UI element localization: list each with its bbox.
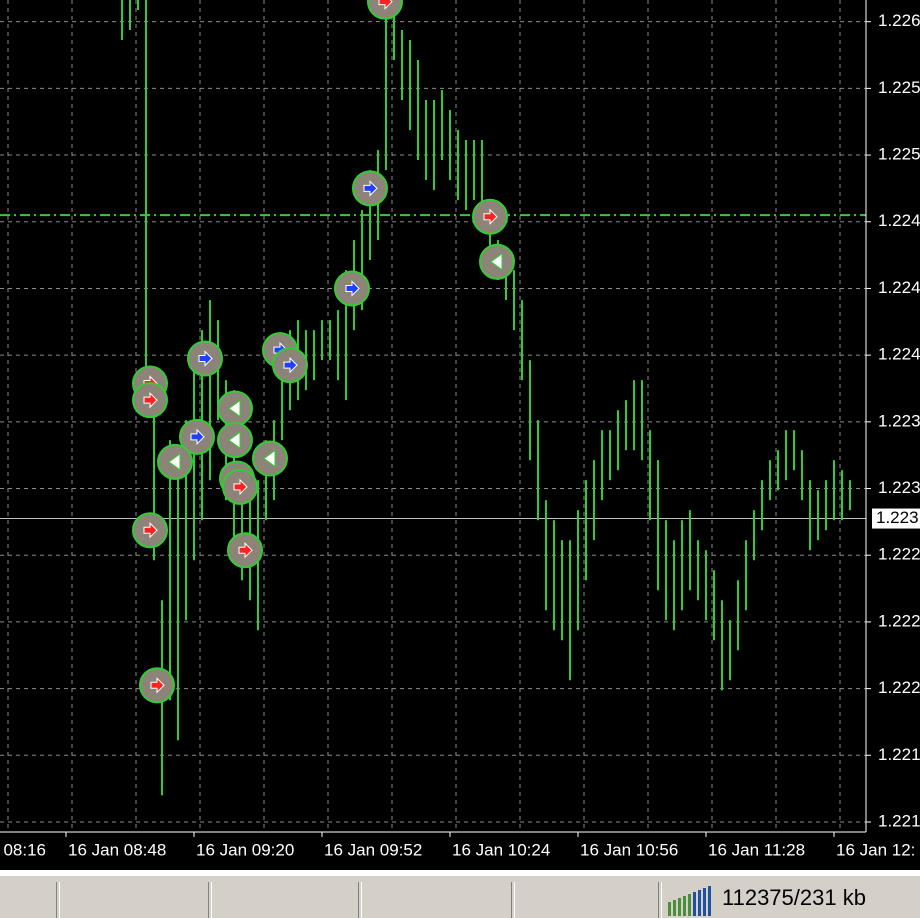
separator: [358, 882, 362, 918]
axis-mask: [0, 832, 920, 870]
trade-marker: [479, 243, 515, 280]
separator: [658, 882, 662, 918]
x-tick-label: 16 Jan 09:52: [324, 840, 422, 859]
trade-marker: [139, 667, 175, 704]
x-tick-label: 16 Jan 09:20: [196, 840, 294, 859]
x-tick-label: 16 Jan 10:56: [580, 840, 678, 859]
y-tick-label: 1.225: [878, 145, 920, 164]
y-tick-label: 1.222: [878, 545, 920, 564]
y-tick-label: 1.223: [878, 411, 920, 430]
marker-arrow: [143, 391, 158, 409]
separator: [511, 882, 515, 918]
marker-arrow: [263, 449, 276, 468]
x-tick-label: 16 Jan 11:28: [708, 840, 805, 859]
marker-arrow: [228, 431, 241, 450]
marker-arrow: [490, 252, 503, 271]
trade-marker: [187, 340, 223, 377]
separator: [208, 882, 212, 918]
marker-arrow: [345, 280, 360, 297]
marker-arrow: [238, 542, 253, 559]
y-tick-label: 1.225: [878, 78, 920, 97]
y-tick-label: 1.223: [878, 478, 920, 497]
y-tick-label: 1.226: [878, 11, 920, 30]
price-tag-label: 1.223: [876, 508, 919, 527]
y-tick-label: 1.224: [878, 211, 920, 230]
marker-arrow: [150, 677, 165, 694]
traffic-icon: [668, 886, 711, 916]
marker-arrow: [168, 452, 181, 471]
background: [0, 0, 920, 870]
x-tick-label: 08:16: [3, 840, 46, 859]
y-tick-label: 1.224: [878, 278, 920, 297]
y-tick-label: 1.221: [878, 745, 920, 764]
marker-arrow: [228, 399, 241, 418]
trade-marker: [472, 198, 508, 235]
trade-marker: [179, 418, 215, 455]
trade-marker: [222, 468, 258, 505]
trade-marker: [352, 170, 388, 207]
price-tag: [872, 508, 920, 529]
status-bar: 112375/231 kb: [0, 870, 920, 918]
trade-marker: [227, 532, 263, 569]
trade-marker: [157, 443, 193, 480]
trade-marker: [132, 382, 168, 419]
trade-marker: [334, 270, 370, 307]
marker-arrow: [233, 478, 248, 496]
marker-arrow: [190, 428, 205, 446]
memory-usage: 112375/231 kb: [722, 885, 866, 910]
axis-mask: [866, 0, 920, 870]
x-tick-label: 16 Jan 08:48: [68, 840, 166, 859]
x-tick-label: 16 Jan 10:24: [452, 840, 550, 859]
y-tick-label: 1.224: [878, 345, 920, 364]
trade-marker: [217, 390, 253, 427]
marker-arrow: [378, 0, 393, 10]
y-tick-label: 1.222: [878, 678, 920, 697]
x-tick-label: 16 Jan 12:: [836, 840, 915, 859]
trade-marker: [367, 0, 403, 20]
y-tick-label: 1.222: [878, 611, 920, 630]
trade-marker: [252, 440, 288, 477]
marker-arrow: [198, 350, 213, 367]
trade-marker: [217, 422, 253, 459]
trade-marker: [132, 512, 168, 549]
trade-marker: [272, 347, 308, 384]
separator: [56, 882, 60, 918]
marker-arrow: [363, 180, 378, 197]
marker-arrow: [143, 522, 158, 539]
chart: 1.226 1.225 1.225 1.224 1.224 1.224 1.223 1.223…: [0, 0, 920, 870]
marker-arrow: [483, 208, 498, 225]
marker-arrow: [283, 356, 298, 374]
y-tick-label: 1.221: [878, 811, 920, 830]
